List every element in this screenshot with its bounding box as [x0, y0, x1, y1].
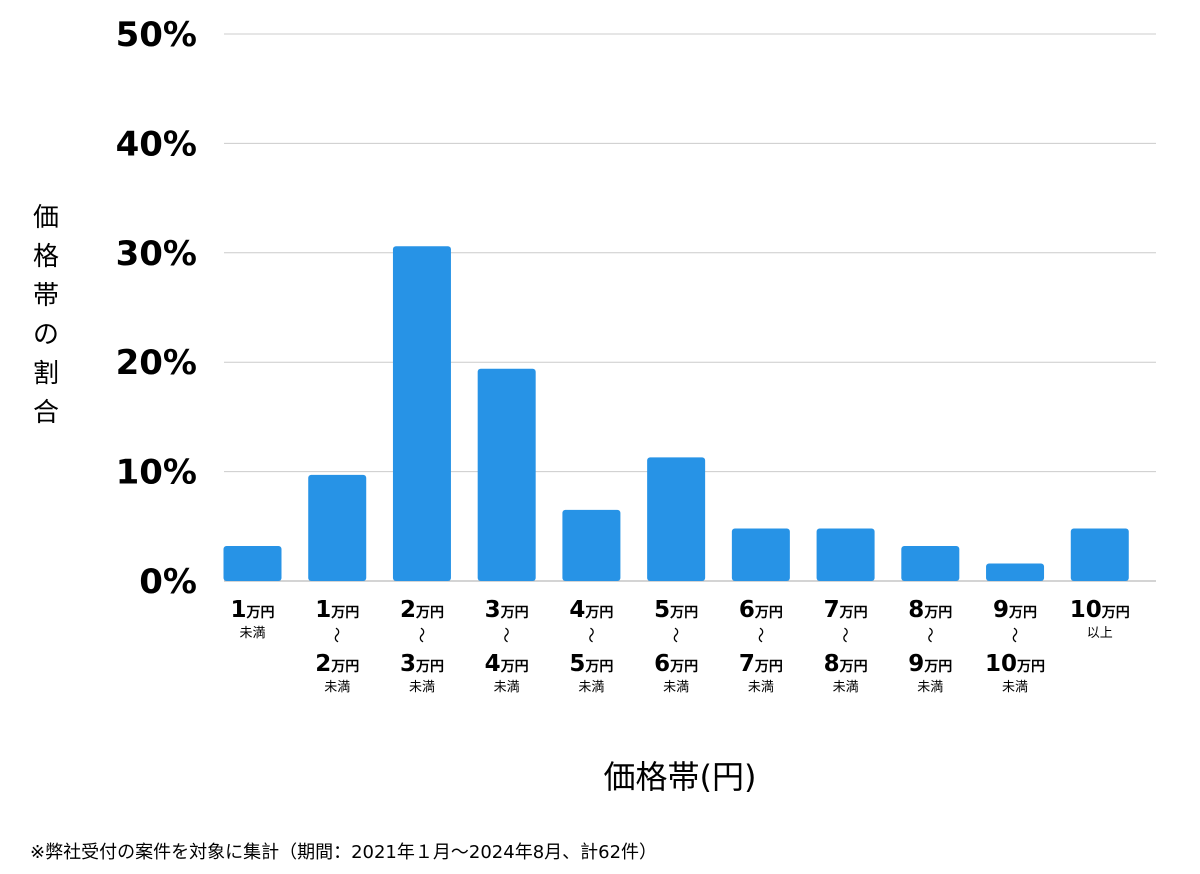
x-tick-suffix: 未満 [748, 680, 774, 695]
footnote: ※弊社受付の案件を対象に集計（期間：2021年１月〜2024年8月、計62件） [30, 842, 658, 863]
y-axis-title-char: 帯 [33, 281, 59, 311]
y-tick-label: 0% [139, 562, 197, 602]
x-tick-suffix: 以上 [1087, 626, 1113, 641]
x-tick-amount: 3万円 [400, 651, 444, 677]
bar [816, 528, 875, 581]
y-tick-label: 50% [116, 15, 197, 55]
x-tick-amount: 5万円 [569, 651, 613, 677]
x-tick-amount: 1万円 [230, 597, 274, 623]
x-tick-amount: 9万円 [908, 651, 952, 677]
x-tick-amount: 4万円 [485, 651, 529, 677]
x-tick-range-symbol: 〜 [751, 627, 770, 643]
x-tick-range-symbol: 〜 [666, 627, 685, 643]
x-tick-amount: 6万円 [739, 597, 783, 623]
bars [223, 246, 1129, 581]
x-tick-range-symbol: 〜 [920, 627, 939, 643]
x-tick-suffix: 未満 [1002, 680, 1028, 695]
x-tick-suffix: 未満 [324, 680, 350, 695]
x-tick-amount: 8万円 [824, 651, 868, 677]
x-tick-range-symbol: 〜 [497, 627, 516, 643]
x-tick-amount: 8万円 [908, 597, 952, 623]
x-tick-suffix: 未満 [578, 680, 604, 695]
x-tick-range-symbol: 〜 [327, 627, 346, 643]
x-tick-range-symbol: 〜 [412, 627, 431, 643]
y-axis-title-char: 価 [33, 203, 59, 233]
x-tick-range-symbol: 〜 [581, 627, 600, 643]
x-tick-amount: 7万円 [739, 651, 783, 677]
bar [477, 368, 536, 581]
x-tick-amount: 2万円 [400, 597, 444, 623]
bar [731, 528, 790, 581]
y-axis-title-char: 格 [33, 242, 59, 272]
bar [308, 474, 367, 581]
y-axis-title-char: 合 [33, 398, 59, 428]
y-tick-label: 10% [116, 453, 197, 493]
x-tick-range-symbol: 〜 [1005, 627, 1024, 643]
x-tick-amount: 6万円 [654, 651, 698, 677]
y-tick-label: 30% [116, 234, 197, 274]
x-tick-amount: 3万円 [485, 597, 529, 623]
x-tick-range-symbol: 〜 [836, 627, 855, 643]
x-tick-amount: 7万円 [824, 597, 868, 623]
bar [647, 457, 706, 581]
x-tick-suffix: 未満 [833, 680, 859, 695]
x-tick-suffix: 未満 [239, 626, 265, 641]
y-axis-title-char: 割 [33, 359, 59, 389]
y-tick-label: 20% [116, 343, 197, 383]
bar [562, 509, 621, 581]
y-axis-ticks: 0% 10% 20% 30% 40% 50% [116, 15, 197, 602]
bar [901, 545, 960, 581]
x-tick-amount: 10万円 [985, 651, 1045, 677]
y-tick-label: 40% [116, 124, 197, 164]
x-tick-suffix: 未満 [409, 680, 435, 695]
bar [986, 563, 1045, 581]
bar [392, 246, 451, 581]
x-tick-suffix: 未満 [494, 680, 520, 695]
x-tick-amount: 9万円 [993, 597, 1037, 623]
x-tick-suffix: 未満 [663, 680, 689, 695]
x-tick-amount: 10万円 [1070, 597, 1130, 623]
bar [223, 545, 282, 581]
x-axis-title: 価格帯(円) [604, 758, 757, 796]
bar [1070, 528, 1129, 581]
x-tick-amount: 5万円 [654, 597, 698, 623]
x-tick-suffix: 未満 [917, 680, 943, 695]
x-tick-amount: 2万円 [315, 651, 359, 677]
x-tick-amount: 4万円 [569, 597, 613, 623]
y-axis-title-char: の [33, 320, 59, 350]
x-tick-amount: 1万円 [315, 597, 359, 623]
x-axis-labels: 1万円未満1万円〜2万円未満2万円〜3万円未満3万円〜4万円未満4万円〜5万円未… [230, 597, 1129, 695]
